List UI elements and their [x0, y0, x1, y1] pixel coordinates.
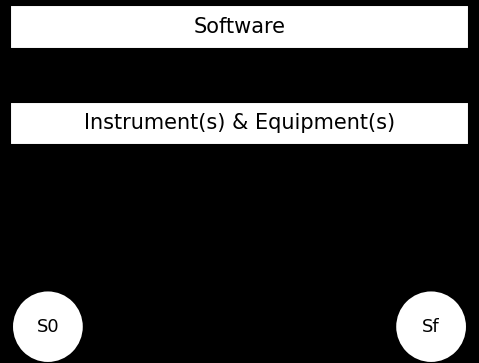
- Text: S0: S0: [36, 318, 59, 336]
- FancyBboxPatch shape: [10, 5, 469, 49]
- Ellipse shape: [12, 290, 84, 363]
- Text: Software: Software: [194, 17, 285, 37]
- Ellipse shape: [395, 290, 467, 363]
- Text: Instrument(s) & Equipment(s): Instrument(s) & Equipment(s): [84, 113, 395, 134]
- FancyBboxPatch shape: [10, 102, 469, 145]
- Text: Sf: Sf: [422, 318, 440, 336]
